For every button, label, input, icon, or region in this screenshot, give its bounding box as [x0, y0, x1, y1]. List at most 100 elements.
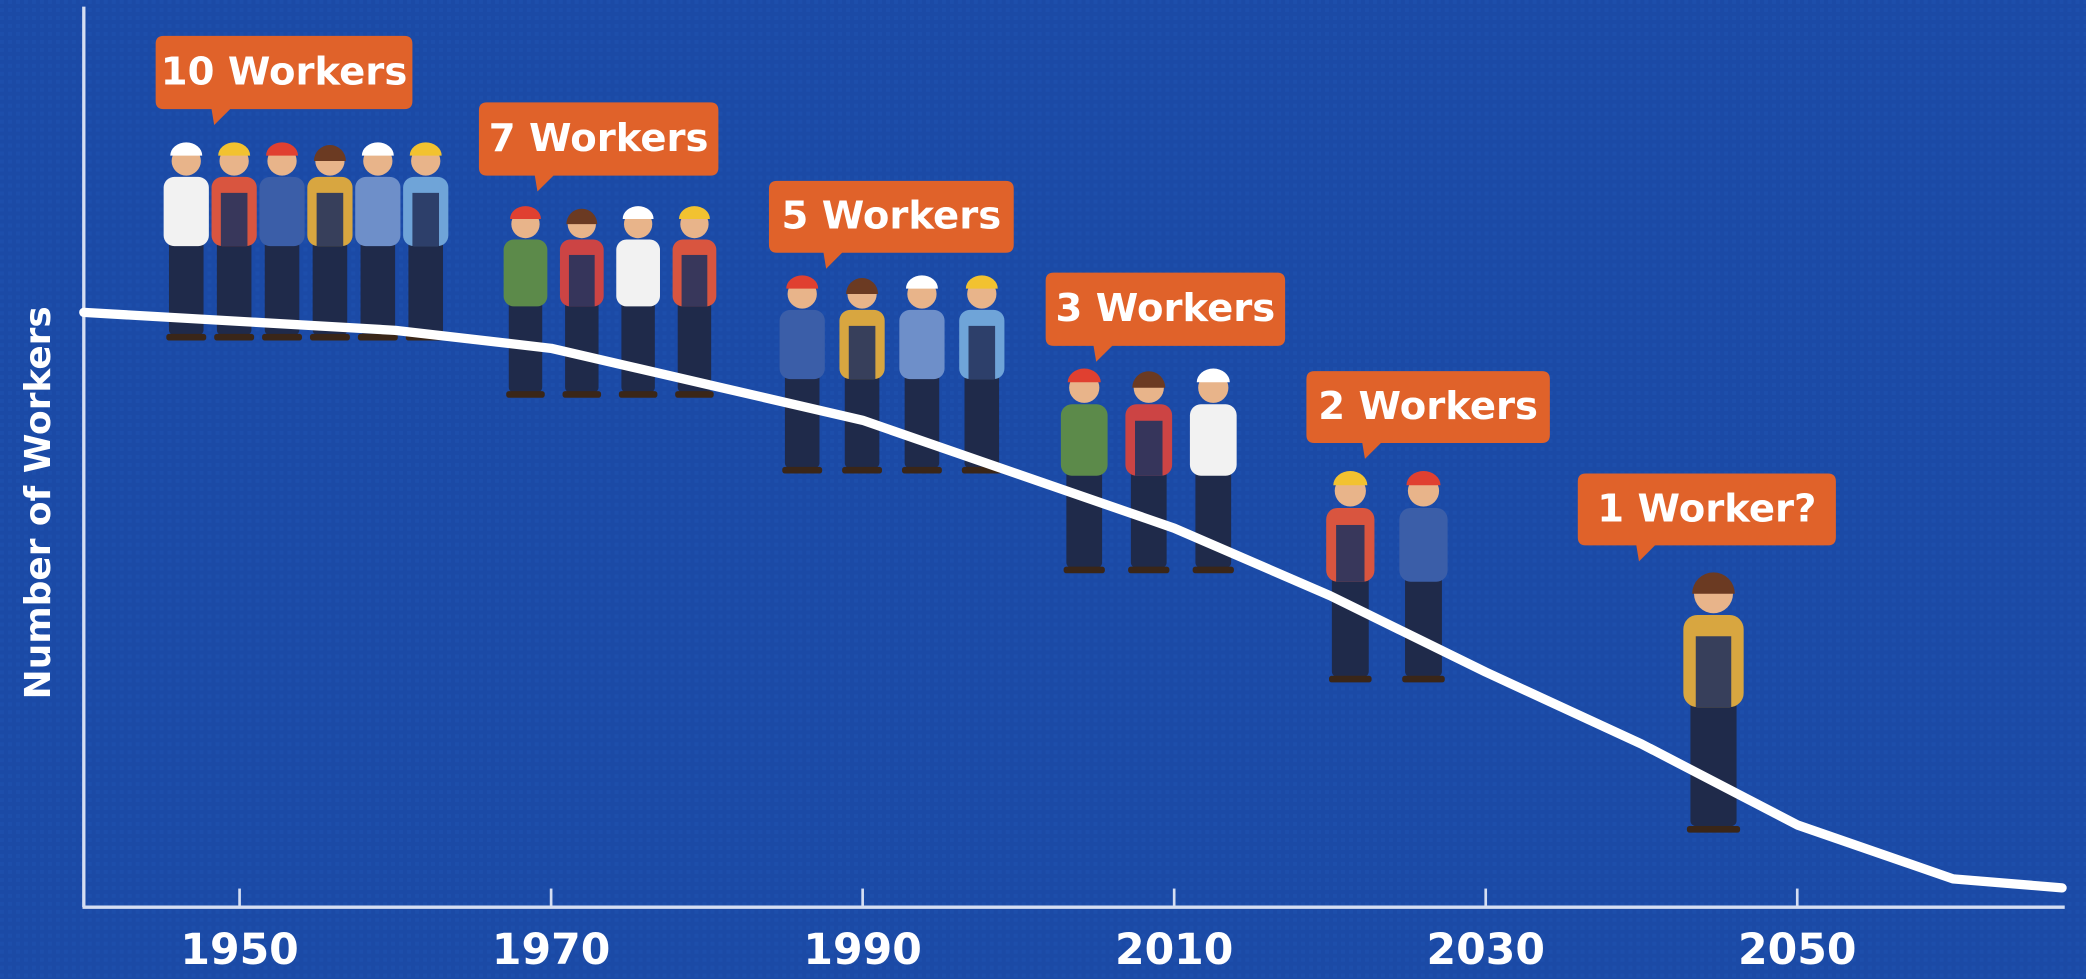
worker-hat [510, 206, 541, 219]
worker-hat [965, 275, 998, 289]
axes [82, 6, 2065, 909]
x-tick-label: 2010 [1115, 925, 1233, 975]
worker-shoes [1402, 675, 1445, 683]
callout: 7 Workers [478, 102, 719, 192]
worker [959, 275, 1005, 474]
worker-overall [1695, 636, 1732, 708]
callout-box [768, 180, 1014, 269]
worker-hair [1692, 572, 1735, 594]
callout-text: 1 Worker? [1597, 486, 1816, 531]
callout-box [1577, 473, 1836, 562]
worker-shirt [355, 176, 401, 247]
worker-overall [412, 192, 440, 247]
callout-box [1306, 371, 1550, 459]
worker [211, 142, 257, 341]
worker-shirt [1189, 404, 1237, 476]
worker-shoes [262, 333, 302, 341]
worker [307, 144, 353, 341]
worker-shoes [562, 391, 602, 398]
worker-overall [968, 325, 996, 380]
worker-hair [566, 208, 598, 225]
worker-legs [621, 299, 655, 393]
callout-box [155, 35, 413, 126]
worker-hat [361, 142, 394, 156]
callout-text: 10 Workers [161, 49, 408, 94]
worker-hat [1196, 368, 1230, 383]
worker-hat [1067, 368, 1101, 383]
worker-hat [218, 142, 251, 156]
plot: 1950 1970 1990 2010 2030 2050 [79, 307, 2067, 975]
worker-hair [846, 278, 879, 294]
callout: 1 Worker? [1577, 473, 1836, 562]
worker [1683, 572, 1744, 833]
worker-shirt [779, 309, 825, 380]
callout-text: 5 Workers [781, 194, 1001, 239]
worker-shoes [357, 333, 398, 341]
worker [259, 142, 305, 341]
x-tick-label: 1950 [180, 925, 298, 975]
worker-shoes [214, 333, 255, 341]
worker-legs [216, 239, 252, 336]
worker [899, 275, 945, 474]
worker-shoes [166, 333, 207, 341]
worker [779, 275, 825, 474]
worker-legs [1066, 468, 1103, 568]
worker-legs [312, 239, 348, 336]
worker-hat [1406, 471, 1441, 486]
callout: 2 Workers [1306, 371, 1550, 459]
callout: 3 Workers [1045, 272, 1286, 362]
worker [1189, 368, 1237, 574]
worker-legs [784, 372, 820, 469]
worker-hair [1132, 371, 1166, 388]
worker-shoes [1329, 675, 1372, 683]
worker-shoes [675, 391, 714, 398]
worker [559, 208, 604, 398]
callout-text: 2 Workers [1318, 384, 1538, 429]
worker-shoes [1686, 826, 1741, 833]
worker-overall [681, 254, 708, 307]
callout-text: 7 Workers [489, 116, 709, 161]
worker-shirt [259, 176, 305, 247]
worker-hat [266, 142, 298, 156]
callout-box [1045, 272, 1286, 362]
worker-overall [1135, 420, 1163, 476]
annotations: 10 Workers 7 Workers 5 Workers 3 Workers 2 W… [155, 35, 1836, 562]
worker-overall [568, 254, 595, 307]
worker-overall [220, 192, 248, 247]
worker-shoes [506, 391, 545, 398]
worker [1399, 471, 1448, 683]
worker-hat [1333, 471, 1368, 486]
worker-shoes [1128, 566, 1170, 574]
worker-shirt [1399, 507, 1448, 582]
worker [403, 142, 449, 341]
x-tick-label: 2030 [1427, 925, 1545, 975]
worker-shoes [1063, 566, 1105, 574]
worker-legs [408, 239, 444, 336]
worker [163, 142, 209, 341]
worker [672, 206, 717, 398]
worker-hat [679, 206, 710, 219]
worker-legs [168, 239, 204, 336]
callout-box [478, 102, 719, 192]
worker-legs [964, 372, 1000, 469]
worker-hat [905, 275, 938, 289]
worker-legs [565, 299, 599, 393]
worker-shoes [842, 466, 883, 474]
worker-shirt [616, 239, 660, 307]
worker-overall [1336, 524, 1365, 582]
worker-legs [1405, 574, 1442, 677]
workers-illustration [163, 142, 1744, 833]
worker-hat [786, 275, 819, 289]
x-tick-label: 1970 [492, 925, 610, 975]
worker-hat [409, 142, 442, 156]
worker-legs [1690, 698, 1737, 827]
worker-hat [622, 206, 654, 219]
y-axis-label: Number of Workers [18, 306, 59, 699]
worker-overall [848, 325, 876, 380]
worker-overall [316, 192, 344, 247]
worker-hair [313, 144, 346, 161]
callout: 10 Workers [155, 35, 413, 126]
worker-shoes [901, 466, 942, 474]
